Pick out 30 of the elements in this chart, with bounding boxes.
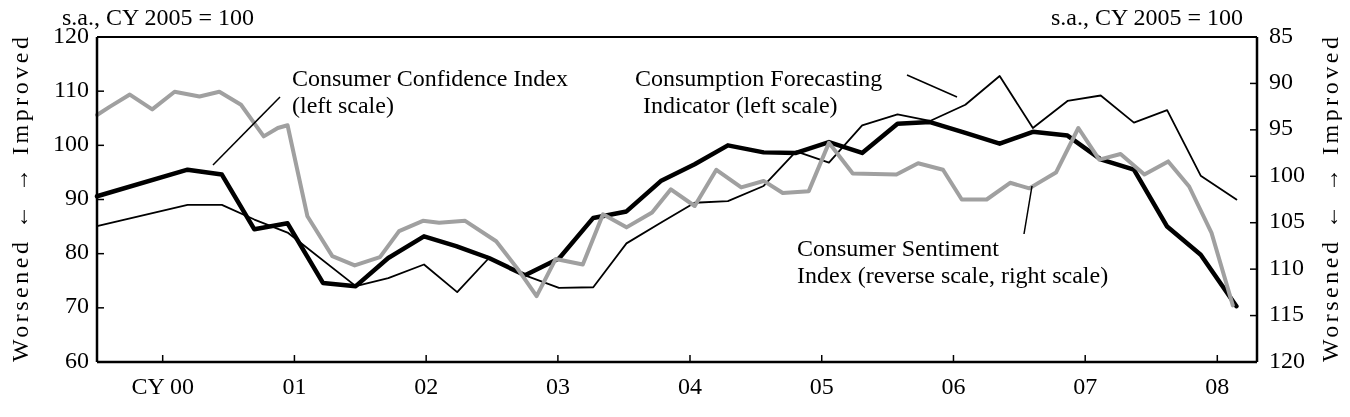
y2-tick-label: 90 [1269, 67, 1293, 94]
y2-tick-label: 100 [1269, 160, 1305, 187]
x-tick-label: 06 [941, 373, 966, 399]
y2-tick-label: 105 [1269, 207, 1305, 234]
y-tick-label: 90 [65, 184, 89, 211]
x-tick-label: 02 [414, 373, 439, 399]
y2-tick-label: 85 [1269, 21, 1293, 48]
text: s.a., CY 2005 = 100 [62, 4, 254, 30]
y2-tick-label: 95 [1269, 114, 1293, 141]
x-tick-label: CY 00 [131, 373, 194, 399]
y-tick-label: 70 [65, 292, 89, 319]
y2-axis-title: Worsened ← → Improved [1316, 37, 1343, 362]
x-tick-label: 03 [545, 373, 570, 399]
y-tick-label: 110 [53, 75, 89, 102]
y-tick-label: 60 [65, 346, 89, 373]
y-tick-label: 80 [65, 238, 89, 265]
x-tick-label: 05 [809, 373, 834, 399]
y2-tick-label: 115 [1269, 300, 1305, 327]
y2-tick-label: 110 [1269, 253, 1305, 280]
legend-label: Consumption Forecasting Indicator (left scale) [635, 65, 883, 118]
y-axis-title: Worsened ← → Improved [6, 37, 33, 362]
series-label: Consumer Sentiment Index (reverse scale, right scale) [797, 235, 1109, 288]
text: Consumer Confidence Index (left scale) [292, 65, 568, 118]
text: s.a., CY 2005 = 100 [1051, 4, 1243, 30]
x-tick-label: 08 [1205, 373, 1230, 399]
x-tick-label: 04 [677, 373, 702, 399]
x-tick-label: 07 [1073, 373, 1098, 399]
y2-tick-label: 120 [1269, 346, 1305, 373]
x-tick-label: 01 [282, 373, 307, 399]
y-tick-label: 100 [53, 129, 89, 156]
